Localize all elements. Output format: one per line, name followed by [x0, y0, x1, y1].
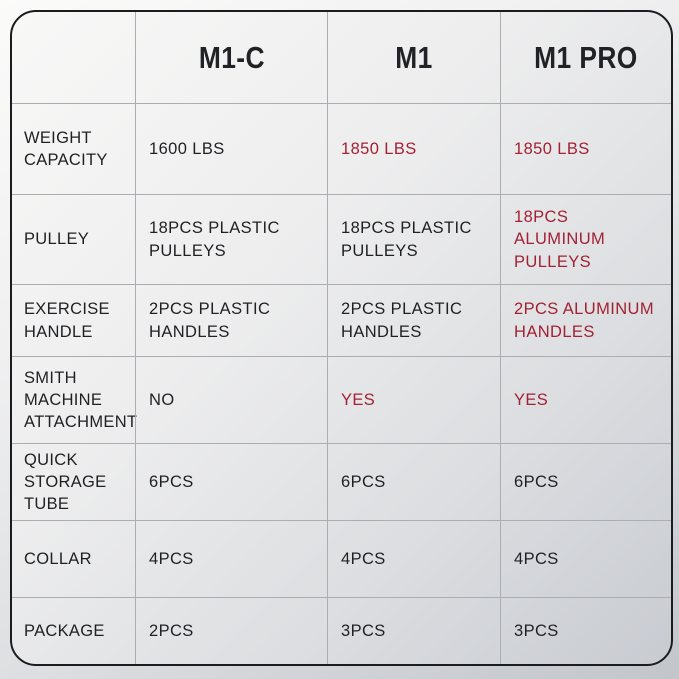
header-corner-cell: [12, 12, 135, 103]
column-header-m1: M1: [327, 12, 500, 103]
cell-package-m1-pro: 3PCS: [500, 597, 671, 664]
row-label-smith-machine-attachment: SMITH MACHINE ATTACHMENT: [12, 356, 137, 443]
row-label-pulley: PULLEY: [12, 194, 135, 284]
row-label-quick-storage-tube: QUICK STORAGE TUBE: [12, 443, 135, 520]
cell-smith-machine-m1-pro: YES: [500, 356, 671, 443]
cell-weight-capacity-m1-c: 1600 LBS: [135, 103, 327, 194]
cell-pulley-m1-c: 18PCS PLASTIC PULLEYS: [135, 194, 327, 284]
cell-exercise-handle-m1-c: 2PCS PLASTIC HANDLES: [135, 284, 327, 356]
cell-exercise-handle-m1: 2PCS PLASTIC HANDLES: [327, 284, 500, 356]
cell-pulley-m1: 18PCS PLASTIC PULLEYS: [327, 194, 500, 284]
row-label-weight-capacity: WEIGHT CAPACITY: [12, 103, 135, 194]
comparison-table: M1-C M1 M1 PRO WEIGHT CAPACITY 1600 LBS …: [10, 10, 673, 666]
column-header-m1-pro: M1 PRO: [500, 12, 671, 103]
cell-smith-machine-m1-c: NO: [135, 356, 327, 443]
row-label-exercise-handle: EXERCISE HANDLE: [12, 284, 135, 356]
row-label-collar: COLLAR: [12, 520, 135, 597]
row-label-package: PACKAGE: [12, 597, 135, 664]
column-header-label: M1-C: [198, 39, 265, 75]
cell-package-m1-c: 2PCS: [135, 597, 327, 664]
cell-package-m1: 3PCS: [327, 597, 500, 664]
cell-collar-m1-pro: 4PCS: [500, 520, 671, 597]
cell-quick-storage-m1-pro: 6PCS: [500, 443, 671, 520]
cell-quick-storage-m1-c: 6PCS: [135, 443, 327, 520]
cell-collar-m1-c: 4PCS: [135, 520, 327, 597]
cell-weight-capacity-m1-pro: 1850 LBS: [500, 103, 671, 194]
cell-exercise-handle-m1-pro: 2PCS ALUMINUM HANDLES: [500, 284, 671, 356]
cell-weight-capacity-m1: 1850 LBS: [327, 103, 500, 194]
cell-pulley-m1-pro: 18PCS ALUMINUM PULLEYS: [500, 194, 671, 284]
column-header-label: M1: [395, 39, 433, 75]
cell-collar-m1: 4PCS: [327, 520, 500, 597]
column-header-label: M1 PRO: [534, 39, 638, 75]
cell-smith-machine-m1: YES: [327, 356, 500, 443]
cell-quick-storage-m1: 6PCS: [327, 443, 500, 520]
column-header-m1-c: M1-C: [135, 12, 327, 103]
